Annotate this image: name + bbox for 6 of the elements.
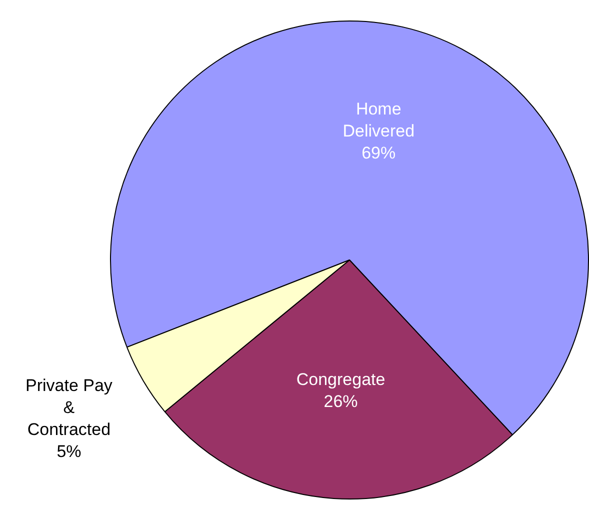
slice-label: Congregate (296, 370, 386, 389)
slice-label: Home Delivered (342, 100, 415, 141)
slice-label: Private Pay & Contracted (26, 376, 113, 439)
data-label: 5% (56, 442, 82, 461)
data-label: 26% (324, 392, 358, 411)
data-label: 69% (362, 144, 396, 163)
